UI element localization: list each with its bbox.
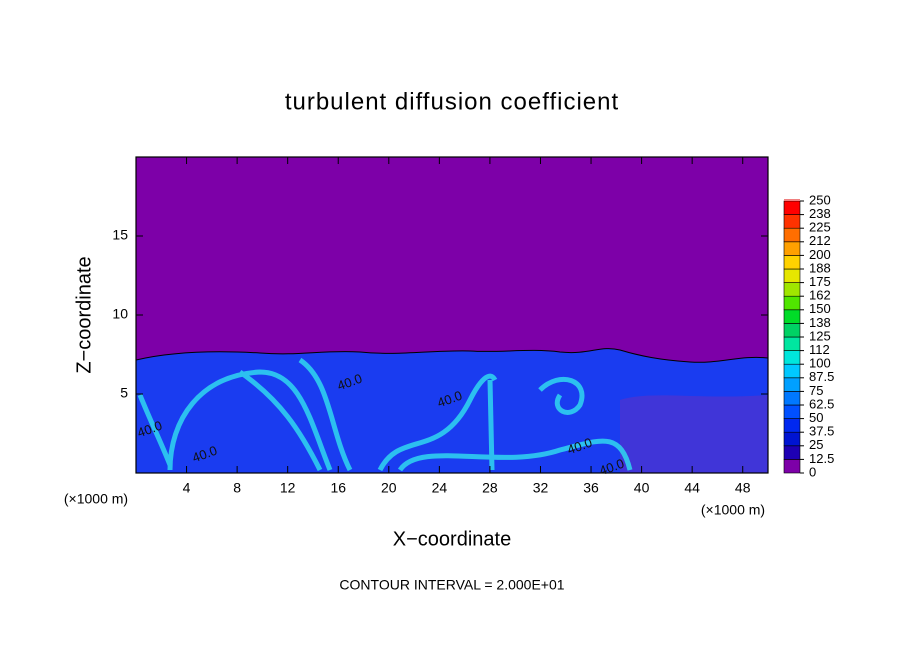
colorbar-label: 188 [809,260,831,275]
colorbar-swatch [783,200,801,215]
colorbar-label: 138 [809,315,831,330]
colorbar-label: 250 [809,192,831,207]
colorbar-label: 25 [809,437,823,452]
colorbar-label: 200 [809,247,831,262]
x-tick-label: 24 [432,480,448,496]
colorbar-swatch [783,227,801,243]
colorbar-label: 100 [809,356,831,371]
x-tick-label: 40 [634,480,650,496]
y-tick-label: 10 [112,306,128,322]
chart-title: turbulent diffusion coefficient [285,88,619,115]
colorbar-swatch [783,282,801,297]
colorbar-swatch [783,377,801,392]
y-tick-label: 15 [112,227,128,243]
x-tick-label: 16 [330,480,346,496]
colorbar-label: 225 [809,220,831,235]
field [136,157,768,473]
footer-note: CONTOUR INTERVAL = 2.000E+01 [339,577,564,593]
colorbar-swatch [783,295,801,311]
weak-region [620,395,768,473]
colorbar-label: 87.5 [809,369,834,384]
colorbar-label: 125 [809,328,831,343]
x-tick-label: 44 [684,480,700,496]
colorbar-label: 0 [809,464,816,479]
x-tick-label: 48 [735,480,751,496]
colorbar-swatch [783,418,801,433]
colorbar-label: 112 [809,342,830,357]
colorbar-swatch [783,363,801,379]
colorbar-swatch [783,350,801,365]
x-tick-label: 4 [183,480,191,496]
y-tick-label: 5 [120,385,128,401]
x-tick-label: 28 [482,480,498,496]
colorbar-label: 62.5 [809,396,834,411]
x-axis-label: X−coordinate [393,528,511,550]
x-tick-label: 36 [583,480,599,496]
colorbar-label: 212 [809,233,831,248]
colorbar-label: 37.5 [809,424,834,439]
colorbar-swatch [783,268,801,283]
colorbar-swatch [783,431,801,447]
colorbar-label: 150 [809,301,831,316]
colorbar-swatch [783,459,801,474]
x-tick-label: 12 [280,480,296,496]
x-tick-label: 8 [233,480,241,496]
colorbar-swatch [783,309,801,324]
colorbar-swatch [783,214,801,229]
colorbar-label: 175 [809,274,831,289]
swirls [137,357,633,472]
colorbar-swatch [783,336,801,351]
x-unit-label: (×1000 m) [701,502,765,518]
colorbar-label: 75 [809,383,823,398]
colorbar-swatch [783,404,801,419]
colorbar-label: 162 [809,288,831,303]
y-axis-label: Z−coordinate [73,256,95,373]
colorbar-swatch [783,445,801,460]
colorbar-label: 238 [809,206,831,221]
colorbar-top [784,199,800,201]
colorbar-swatch [783,255,801,270]
colorbar-label: 12.5 [809,451,834,466]
colorbar-swatch [783,241,801,256]
x-unit-label: (×1000 m) [64,491,128,507]
colorbar-swatch [783,391,801,406]
x-tick-label: 32 [533,480,549,496]
colorbar-label: 50 [809,410,823,425]
colorbar-swatch [783,323,801,338]
x-tick-label: 20 [381,480,397,496]
